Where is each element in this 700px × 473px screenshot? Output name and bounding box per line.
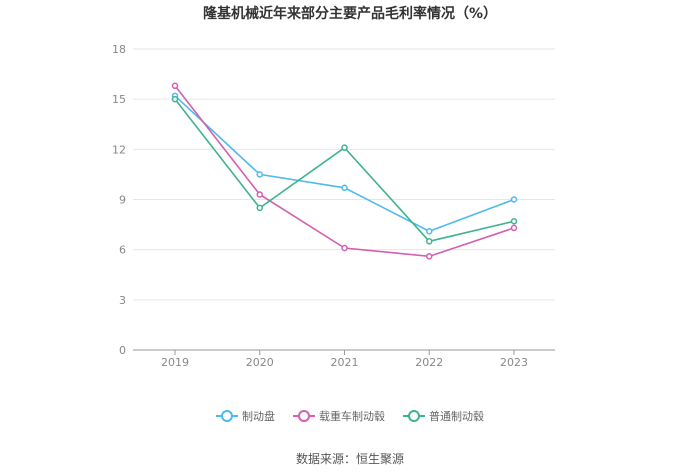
y-tick-label: 15 bbox=[112, 93, 126, 106]
y-tick-label: 0 bbox=[119, 344, 126, 357]
data-point bbox=[256, 191, 263, 198]
legend-item[interactable]: 普通制动毂 bbox=[403, 408, 484, 424]
x-tick-label: 2019 bbox=[161, 356, 189, 369]
data-point bbox=[171, 82, 179, 90]
source-note: 数据来源：恒生聚源 bbox=[295, 452, 404, 466]
series-line-3 bbox=[174, 98, 515, 243]
legend-swatch bbox=[293, 410, 315, 422]
data-point bbox=[426, 238, 433, 245]
x-tick-label: 2023 bbox=[500, 356, 528, 369]
legend-swatch bbox=[403, 410, 425, 422]
y-tick-label: 3 bbox=[119, 294, 126, 307]
data-point bbox=[510, 224, 518, 232]
y-tick-label: 18 bbox=[112, 43, 126, 56]
series-line-2 bbox=[174, 85, 515, 258]
legend-label: 制动盘 bbox=[242, 410, 275, 423]
data-point bbox=[510, 196, 518, 203]
y-tick-label: 12 bbox=[112, 143, 126, 156]
x-tick-label: 2022 bbox=[415, 356, 443, 369]
y-tick-label: 6 bbox=[119, 244, 126, 257]
x-tick-label: 2021 bbox=[331, 356, 359, 369]
data-point bbox=[510, 217, 518, 225]
data-point bbox=[426, 253, 433, 260]
chart-legend: 制动盘 载重车制动毂 普通制动毂 bbox=[0, 408, 700, 424]
data-point bbox=[256, 171, 263, 178]
data-point bbox=[341, 184, 348, 192]
legend-swatch bbox=[216, 410, 238, 422]
data-point bbox=[171, 95, 179, 103]
data-point bbox=[341, 144, 348, 151]
data-point bbox=[256, 204, 263, 212]
legend-item[interactable]: 制动盘 bbox=[216, 408, 275, 424]
y-tick-label: 9 bbox=[119, 194, 126, 207]
chart-title: 隆基机械近年来部分主要产品毛利率情况（%） bbox=[202, 6, 498, 22]
legend-label: 载重车制动毂 bbox=[319, 410, 385, 423]
x-tick-label: 2020 bbox=[246, 356, 274, 369]
data-point bbox=[426, 228, 433, 235]
data-point bbox=[341, 244, 348, 252]
legend-label: 普通制动毂 bbox=[429, 410, 484, 423]
legend-item[interactable]: 载重车制动毂 bbox=[293, 408, 385, 424]
